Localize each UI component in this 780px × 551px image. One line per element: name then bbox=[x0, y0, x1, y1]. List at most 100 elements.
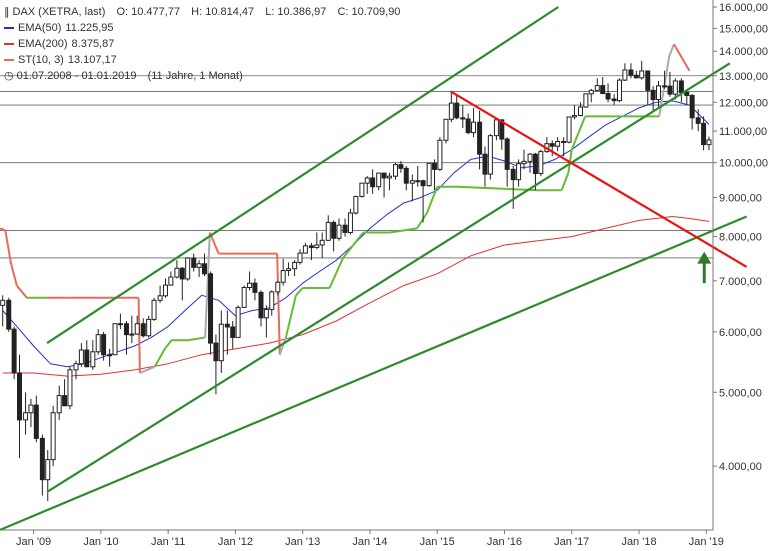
candlestick-icon: ‖ bbox=[4, 5, 10, 18]
candle-body bbox=[672, 80, 678, 95]
supertrend-segment bbox=[137, 297, 141, 373]
supertrend-segment bbox=[295, 287, 304, 296]
candle-body bbox=[218, 323, 224, 362]
candle-body bbox=[471, 121, 477, 134]
candle-body bbox=[0, 299, 6, 306]
legend-open: O: 10.477,77 bbox=[116, 6, 181, 18]
candle-body bbox=[157, 295, 163, 301]
y-tick-label: 15.000,00 bbox=[719, 23, 768, 35]
candle-body bbox=[201, 263, 207, 275]
ema200-line bbox=[2, 216, 710, 377]
candle-body bbox=[286, 268, 292, 272]
candle-body bbox=[308, 245, 314, 249]
y-tick-label: 9.000,00 bbox=[719, 193, 762, 205]
candle-body bbox=[292, 261, 298, 270]
legend-st-row[interactable]: ST(10, 3) 13.107,17 bbox=[4, 52, 400, 68]
ema200-value: 8.375,87 bbox=[71, 38, 115, 50]
candle-body bbox=[600, 85, 606, 95]
candle-body bbox=[241, 287, 247, 308]
candle-body bbox=[230, 326, 236, 338]
candle-body bbox=[516, 163, 522, 181]
candle-body bbox=[555, 141, 561, 147]
supertrend-segment bbox=[164, 339, 173, 350]
candle-body bbox=[482, 153, 488, 175]
legend-ema200-row[interactable]: EMA(200) 8.375,87 bbox=[4, 36, 400, 52]
candle-body bbox=[247, 282, 253, 289]
x-tick-label: Jan '19 bbox=[689, 536, 724, 548]
candle-body bbox=[532, 153, 538, 174]
candle-body bbox=[443, 118, 449, 141]
candle-body bbox=[95, 334, 101, 353]
candle-body bbox=[314, 244, 320, 249]
supertrend-segment bbox=[570, 116, 587, 151]
candle-body bbox=[549, 143, 555, 147]
candle-body bbox=[353, 195, 359, 214]
candle-body bbox=[415, 180, 421, 183]
candle-body bbox=[398, 164, 404, 169]
candle-body bbox=[297, 252, 303, 263]
supertrend-segment bbox=[328, 257, 344, 289]
candle-body bbox=[588, 89, 594, 95]
trendlines bbox=[0, 6, 748, 531]
candle-body bbox=[689, 94, 695, 119]
candle-body bbox=[342, 224, 348, 233]
candle-body bbox=[504, 138, 510, 170]
candle-body bbox=[213, 342, 219, 362]
candle-body bbox=[409, 180, 415, 184]
candle-body bbox=[269, 291, 275, 310]
supertrend-segment bbox=[9, 262, 18, 286]
candle-body bbox=[493, 119, 499, 137]
supertrend-segment bbox=[4, 230, 12, 263]
candle-body bbox=[460, 117, 466, 120]
x-tick-label: Jan '13 bbox=[285, 536, 320, 548]
legend-ema50-row[interactable]: EMA(50) 11.225,95 bbox=[4, 20, 400, 36]
candle-body bbox=[448, 102, 454, 120]
candle-body bbox=[134, 323, 140, 335]
candle-body bbox=[280, 270, 286, 283]
y-tick-label: 10.000,00 bbox=[719, 158, 768, 170]
candle-body bbox=[359, 182, 365, 197]
trendline-lower-channel bbox=[0, 215, 748, 531]
st-label: ST(10, 3) bbox=[18, 54, 64, 66]
y-tick-label: 12.000,00 bbox=[719, 97, 768, 109]
y-tick-label: 13.000,00 bbox=[719, 71, 768, 83]
candle-body bbox=[701, 122, 707, 146]
legend-low: L: 10.386,97 bbox=[265, 6, 327, 18]
supertrend-segment bbox=[284, 295, 297, 338]
trendline-mid-channel bbox=[46, 62, 731, 493]
candle-body bbox=[381, 172, 387, 179]
candle-body bbox=[695, 117, 701, 124]
candle-body bbox=[393, 164, 399, 177]
candle-body bbox=[386, 175, 392, 179]
clock-icon: ◷ bbox=[4, 69, 14, 82]
ema200-swatch bbox=[4, 43, 14, 46]
candle-body bbox=[370, 177, 376, 188]
candle-body bbox=[73, 363, 79, 371]
candle-body bbox=[168, 276, 174, 286]
candle-body bbox=[33, 404, 39, 439]
candle-body bbox=[17, 372, 23, 421]
candle-body bbox=[235, 306, 241, 338]
candle-body bbox=[319, 239, 325, 246]
candle-body bbox=[667, 85, 673, 95]
candle-body bbox=[112, 323, 118, 356]
candle-body bbox=[146, 318, 152, 337]
candle-body bbox=[628, 69, 634, 76]
candle-body bbox=[196, 263, 202, 268]
y-tick-label: 11.000,00 bbox=[719, 126, 767, 138]
trendline-upper-channel bbox=[46, 6, 559, 345]
x-tick-label: Jan '15 bbox=[420, 536, 455, 548]
candle-body bbox=[403, 167, 409, 184]
supertrend-segment bbox=[416, 212, 428, 229]
candle-body bbox=[140, 323, 146, 337]
candle-body bbox=[208, 273, 214, 344]
candle-body bbox=[56, 395, 62, 414]
supertrend-segment bbox=[342, 231, 365, 259]
x-tick-label: Jan '11 bbox=[151, 536, 185, 548]
supertrend-segment bbox=[673, 43, 691, 72]
candle-body bbox=[11, 328, 17, 374]
candle-body bbox=[611, 98, 617, 102]
candle-body bbox=[521, 160, 527, 165]
candle-body bbox=[477, 121, 483, 155]
